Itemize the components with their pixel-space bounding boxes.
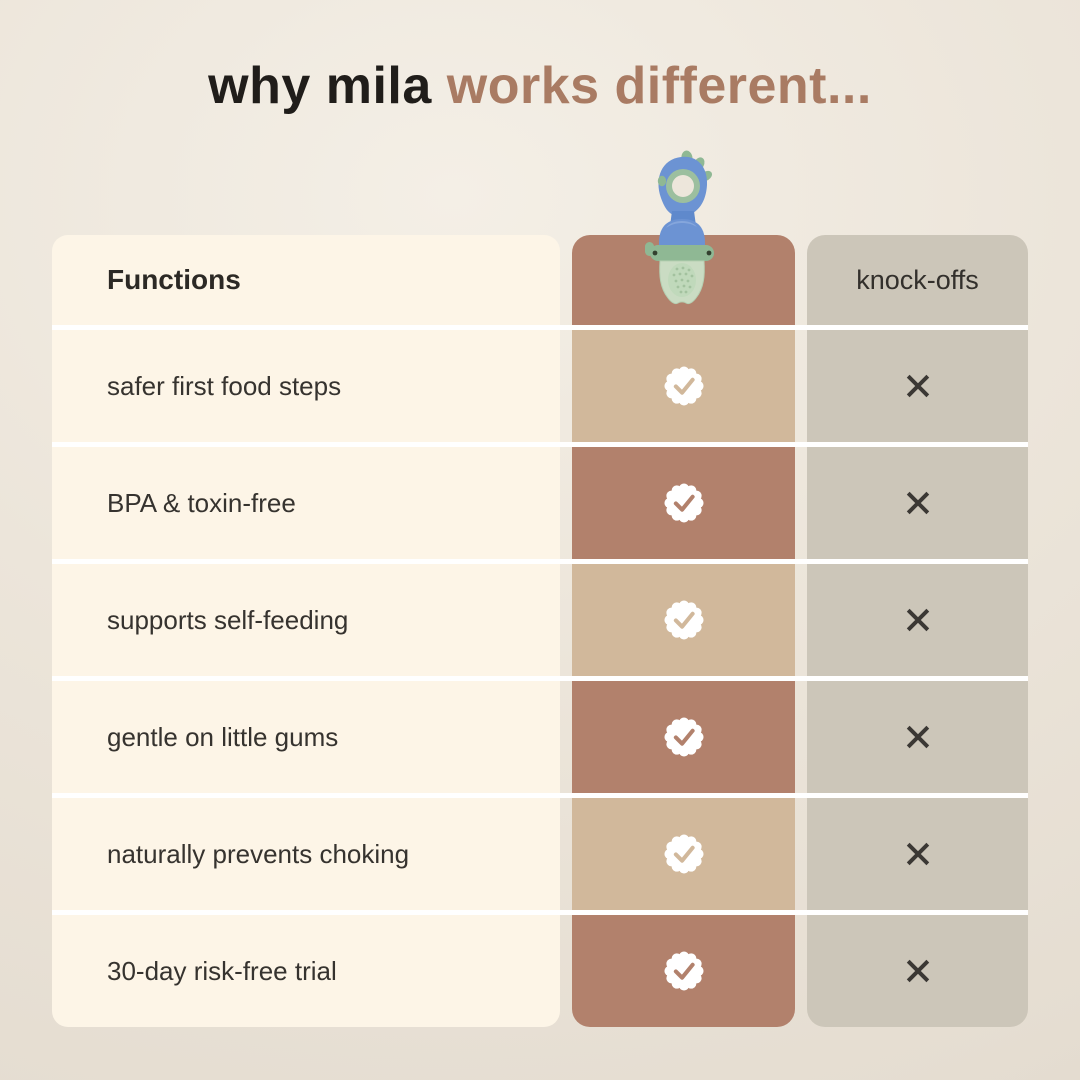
check-badge-icon (663, 600, 704, 640)
functions-header-cell: Functions (52, 235, 560, 325)
mila-value-cell (572, 447, 795, 559)
knockoffs-header-label: knock-offs (856, 264, 979, 295)
row-separator (52, 442, 1028, 447)
table-row: naturally prevents choking (52, 798, 1028, 910)
x-icon (906, 491, 929, 515)
table-row: BPA & toxin-free (52, 447, 1028, 559)
page-title: why mila works different... (0, 56, 1080, 116)
title-accent: works different... (446, 57, 872, 115)
title-normal: why mila (208, 57, 447, 115)
feature-label-cell: gentle on little gums (52, 681, 560, 793)
check-badge-icon (663, 483, 704, 523)
feature-label-cell: safer first food steps (52, 330, 560, 442)
check-badge-icon (663, 951, 704, 991)
row-separator (52, 325, 1028, 330)
knockoffs-header-cell: knock-offs (807, 235, 1028, 325)
table-row: supports self-feeding (52, 564, 1028, 676)
feature-label-cell: BPA & toxin-free (52, 447, 560, 559)
check-badge-icon (663, 366, 704, 406)
knockoff-value-cell (807, 915, 1028, 1027)
feature-label: naturally prevents choking (107, 838, 410, 869)
x-icon (906, 608, 929, 632)
check-badge-icon (663, 717, 704, 757)
comparison-table: Functions knock-offs safer first food st… (52, 235, 1028, 1027)
x-icon (906, 374, 929, 398)
table-header-row: Functions knock-offs (52, 235, 1028, 325)
row-separator (52, 910, 1028, 915)
row-separator (52, 793, 1028, 798)
mila-value-cell (572, 915, 795, 1027)
feature-label-cell: 30-day risk-free trial (52, 915, 560, 1027)
x-icon (906, 842, 929, 866)
x-icon (906, 959, 929, 983)
mila-value-cell (572, 798, 795, 910)
knockoff-value-cell (807, 564, 1028, 676)
knockoff-value-cell (807, 330, 1028, 442)
feature-label-cell: naturally prevents choking (52, 798, 560, 910)
row-separator (52, 676, 1028, 681)
check-badge-icon (663, 834, 704, 874)
product-image-fruit-feeder (636, 148, 728, 310)
table-row: 30-day risk-free trial (52, 915, 1028, 1027)
feature-label: 30-day risk-free trial (107, 955, 337, 986)
row-separator (52, 559, 1028, 564)
mila-value-cell (572, 330, 795, 442)
knockoff-value-cell (807, 447, 1028, 559)
table-row: safer first food steps (52, 330, 1028, 442)
mila-value-cell (572, 681, 795, 793)
feature-label: safer first food steps (107, 370, 342, 401)
knockoff-value-cell (807, 681, 1028, 793)
feature-label-cell: supports self-feeding (52, 564, 560, 676)
feature-label: supports self-feeding (107, 604, 349, 635)
x-icon (906, 725, 929, 749)
knockoff-value-cell (807, 798, 1028, 910)
mila-value-cell (572, 564, 795, 676)
feature-label: BPA & toxin-free (107, 487, 296, 518)
functions-header-label: Functions (107, 264, 241, 295)
table-row: gentle on little gums (52, 681, 1028, 793)
fruit-feeder-illustration (645, 150, 714, 305)
feature-label: gentle on little gums (107, 721, 339, 752)
